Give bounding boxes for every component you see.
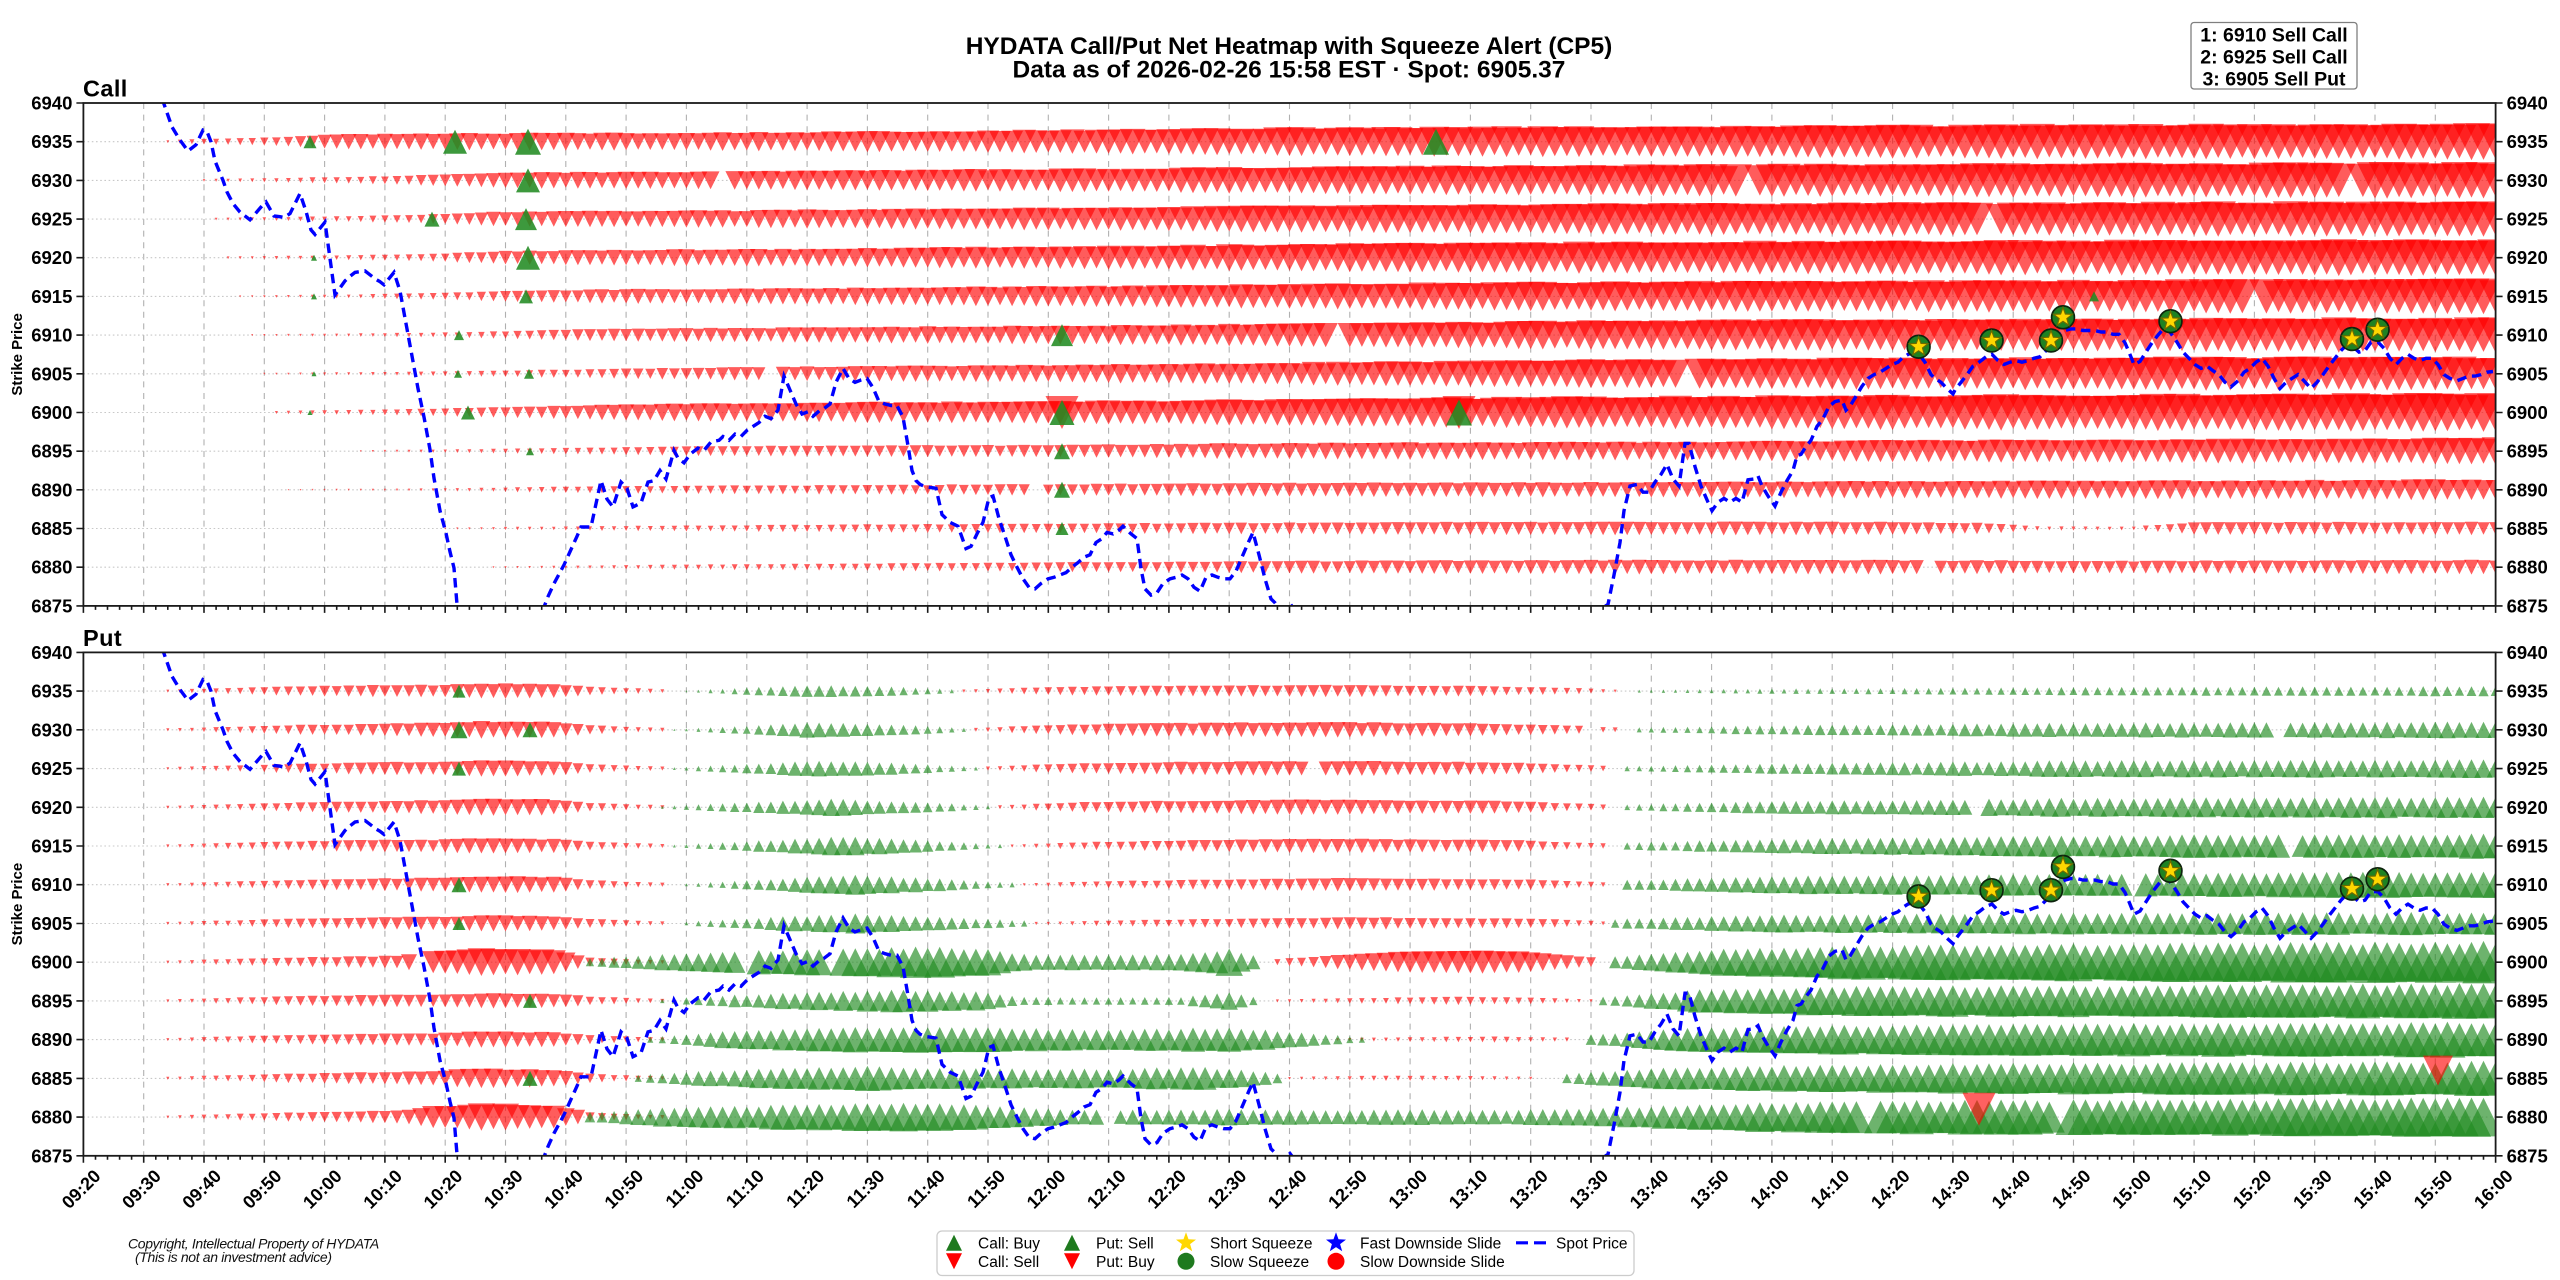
svg-text:2: 6925 Sell Call: 2: 6925 Sell Call [2200, 47, 2347, 69]
svg-text:6925: 6925 [31, 758, 72, 779]
svg-text:6940: 6940 [31, 642, 72, 663]
svg-text:Slow Squeeze: Slow Squeeze [1210, 1254, 1309, 1271]
svg-text:6935: 6935 [31, 681, 72, 702]
svg-text:6900: 6900 [2507, 402, 2548, 423]
svg-text:6920: 6920 [2507, 797, 2548, 818]
svg-text:6930: 6930 [2507, 170, 2548, 191]
svg-text:6875: 6875 [2507, 595, 2548, 616]
svg-text:6885: 6885 [2507, 1068, 2548, 1089]
svg-text:6890: 6890 [2507, 479, 2548, 500]
svg-text:6915: 6915 [31, 836, 72, 857]
svg-text:6940: 6940 [2507, 642, 2548, 663]
svg-text:6895: 6895 [2507, 441, 2548, 462]
svg-text:6930: 6930 [31, 719, 72, 740]
svg-text:Call: Buy: Call: Buy [978, 1235, 1040, 1252]
svg-text:6905: 6905 [31, 363, 72, 384]
svg-text:Short Squeeze: Short Squeeze [1210, 1235, 1313, 1252]
svg-text:6905: 6905 [2507, 363, 2548, 384]
svg-text:6875: 6875 [31, 595, 72, 616]
svg-text:6930: 6930 [31, 170, 72, 191]
svg-text:6925: 6925 [31, 209, 72, 230]
svg-text:Put: Buy: Put: Buy [1096, 1254, 1155, 1271]
svg-text:6900: 6900 [31, 952, 72, 973]
svg-text:6910: 6910 [2507, 325, 2548, 346]
svg-text:6910: 6910 [31, 874, 72, 895]
svg-text:3: 6905 Sell Put: 3: 6905 Sell Put [2202, 69, 2346, 91]
svg-text:6880: 6880 [31, 557, 72, 578]
svg-text:6885: 6885 [31, 518, 72, 539]
svg-text:1: 6910 Sell Call: 1: 6910 Sell Call [2200, 25, 2347, 47]
svg-text:6890: 6890 [2507, 1029, 2548, 1050]
svg-text:(This is not an investment adv: (This is not an investment advice) [135, 1249, 332, 1265]
svg-text:6885: 6885 [31, 1068, 72, 1089]
svg-text:6875: 6875 [31, 1145, 72, 1166]
svg-text:Put: Put [83, 625, 122, 651]
svg-text:6935: 6935 [2507, 681, 2548, 702]
svg-text:Call: Sell: Call: Sell [978, 1254, 1039, 1271]
svg-text:6935: 6935 [2507, 131, 2548, 152]
svg-text:6900: 6900 [31, 402, 72, 423]
svg-text:6930: 6930 [2507, 719, 2548, 740]
svg-text:6890: 6890 [31, 1029, 72, 1050]
svg-text:HYDATA Call/Put Net Heatmap wi: HYDATA Call/Put Net Heatmap with Squeeze… [966, 33, 1613, 60]
svg-text:Copyright, Intellectual Proper: Copyright, Intellectual Property of HYDA… [128, 1236, 379, 1252]
svg-text:Put: Sell: Put: Sell [1096, 1235, 1154, 1252]
svg-text:6910: 6910 [2507, 874, 2548, 895]
svg-text:6885: 6885 [2507, 518, 2548, 539]
svg-text:6920: 6920 [31, 797, 72, 818]
svg-text:Strike Price: Strike Price [9, 863, 26, 946]
svg-text:6895: 6895 [31, 441, 72, 462]
svg-text:6905: 6905 [2507, 913, 2548, 934]
svg-text:6915: 6915 [2507, 836, 2548, 857]
svg-text:6915: 6915 [31, 286, 72, 307]
svg-text:6895: 6895 [2507, 990, 2548, 1011]
svg-text:6920: 6920 [2507, 247, 2548, 268]
svg-text:6925: 6925 [2507, 209, 2548, 230]
svg-text:6920: 6920 [31, 247, 72, 268]
svg-text:Slow Downside Slide: Slow Downside Slide [1360, 1254, 1505, 1271]
svg-text:6940: 6940 [2507, 93, 2548, 114]
svg-text:6905: 6905 [31, 913, 72, 934]
svg-text:6915: 6915 [2507, 286, 2548, 307]
svg-text:6890: 6890 [31, 479, 72, 500]
svg-text:6875: 6875 [2507, 1145, 2548, 1166]
svg-text:Spot Price: Spot Price [1556, 1235, 1628, 1252]
svg-text:Strike Price: Strike Price [9, 313, 26, 396]
svg-text:6880: 6880 [2507, 1107, 2548, 1128]
svg-text:Data as of 2026-02-26 15:58 ES: Data as of 2026-02-26 15:58 EST · Spot: … [1013, 57, 1566, 84]
svg-text:6880: 6880 [31, 1107, 72, 1128]
svg-text:6900: 6900 [2507, 952, 2548, 973]
svg-text:6925: 6925 [2507, 758, 2548, 779]
svg-text:Fast Downside Slide: Fast Downside Slide [1360, 1235, 1501, 1252]
svg-text:6940: 6940 [31, 93, 72, 114]
svg-text:6880: 6880 [2507, 557, 2548, 578]
svg-text:6895: 6895 [31, 990, 72, 1011]
svg-text:6935: 6935 [31, 131, 72, 152]
svg-text:Call: Call [83, 76, 128, 102]
svg-text:6910: 6910 [31, 325, 72, 346]
